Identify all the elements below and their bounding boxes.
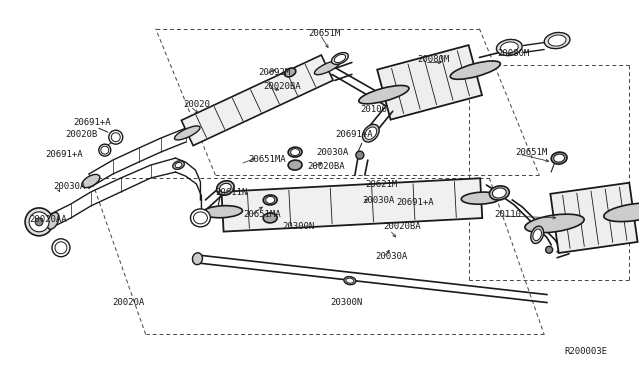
Text: 20691+A: 20691+A [73,118,111,127]
Ellipse shape [461,192,501,204]
Ellipse shape [216,181,234,195]
Text: 20030A: 20030A [53,182,85,191]
Text: 20651M: 20651M [308,29,340,38]
Text: 20030A: 20030A [362,196,394,205]
Text: 20691+A: 20691+A [45,150,83,159]
Text: 20020A: 20020A [113,298,145,307]
Ellipse shape [525,214,584,233]
Ellipse shape [263,213,277,223]
Text: 20080M: 20080M [418,55,450,64]
Ellipse shape [266,196,275,203]
Ellipse shape [220,183,231,193]
Text: 20651MA: 20651MA [243,210,281,219]
Ellipse shape [548,35,566,46]
Text: 20020BA: 20020BA [384,222,421,231]
Ellipse shape [101,146,109,154]
Ellipse shape [291,149,300,155]
Ellipse shape [551,152,567,164]
Ellipse shape [497,39,522,56]
Ellipse shape [362,124,379,142]
Ellipse shape [500,42,518,53]
Ellipse shape [450,61,500,79]
Text: 20300N: 20300N [330,298,362,307]
Ellipse shape [193,212,207,224]
Polygon shape [550,183,637,253]
Ellipse shape [359,86,409,104]
Ellipse shape [554,154,564,162]
Ellipse shape [365,127,377,140]
Text: 20030A: 20030A [376,252,408,261]
Polygon shape [221,178,483,232]
Ellipse shape [109,130,123,144]
Ellipse shape [346,278,354,283]
Ellipse shape [35,218,43,226]
Text: 20020BA: 20020BA [307,162,345,171]
Polygon shape [377,45,482,120]
Ellipse shape [344,277,356,285]
Ellipse shape [356,151,364,159]
Ellipse shape [111,133,120,142]
Ellipse shape [193,253,202,264]
Ellipse shape [191,209,211,227]
Ellipse shape [544,32,570,49]
Ellipse shape [47,212,59,229]
Ellipse shape [284,68,296,77]
Text: 20692M: 20692M [258,68,291,77]
Text: 20020B: 20020B [65,130,97,139]
Polygon shape [181,55,333,145]
Text: 20080M: 20080M [497,48,529,58]
Ellipse shape [173,161,184,169]
Text: 20691+A: 20691+A [335,130,372,139]
Text: 20030A: 20030A [316,148,348,157]
Text: 20611N: 20611N [216,188,248,197]
Ellipse shape [29,212,49,232]
Ellipse shape [490,186,509,200]
Text: 20300N: 20300N [282,222,314,231]
Ellipse shape [175,163,182,168]
Text: 20651MA: 20651MA [248,155,286,164]
Text: 20020AA: 20020AA [29,215,67,224]
Text: 20110: 20110 [494,210,521,219]
Ellipse shape [99,144,111,156]
Text: 20621M: 20621M [365,180,397,189]
Ellipse shape [288,147,302,157]
Ellipse shape [314,61,340,75]
Ellipse shape [531,226,543,244]
Text: 20651M: 20651M [515,148,547,157]
Ellipse shape [533,229,541,241]
Ellipse shape [175,126,200,140]
Ellipse shape [546,246,552,253]
Ellipse shape [604,203,640,222]
Ellipse shape [55,242,67,254]
Ellipse shape [334,54,346,62]
Ellipse shape [492,188,506,198]
Text: R200003E: R200003E [564,347,607,356]
Ellipse shape [263,195,277,205]
Ellipse shape [203,206,243,218]
Ellipse shape [52,239,70,257]
Text: 20020: 20020 [184,100,211,109]
Text: 20691+A: 20691+A [397,198,435,207]
Text: 20020BA: 20020BA [263,82,301,92]
Text: 20100: 20100 [360,105,387,114]
Ellipse shape [82,174,100,187]
Ellipse shape [332,52,348,64]
Ellipse shape [288,160,302,170]
Ellipse shape [25,208,53,236]
